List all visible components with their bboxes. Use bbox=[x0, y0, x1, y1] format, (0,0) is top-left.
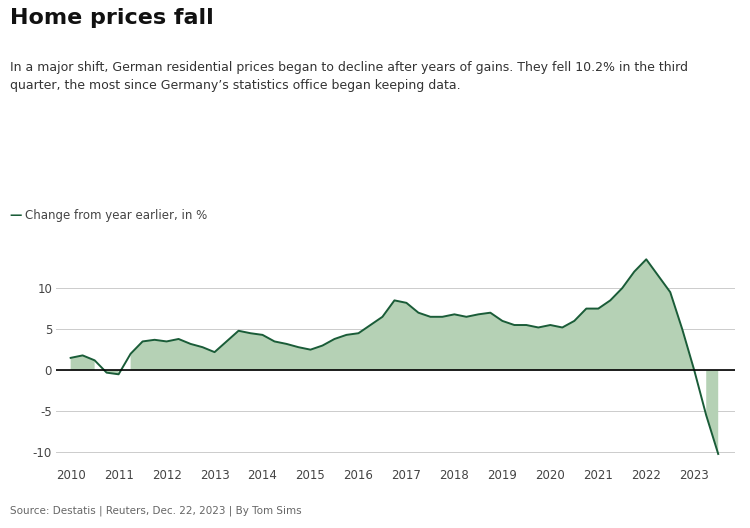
Text: Home prices fall: Home prices fall bbox=[10, 8, 214, 28]
Text: In a major shift, German residential prices began to decline after years of gain: In a major shift, German residential pri… bbox=[10, 61, 688, 92]
Text: Source: Destatis | Reuters, Dec. 22, 2023 | By Tom Sims: Source: Destatis | Reuters, Dec. 22, 202… bbox=[10, 506, 302, 516]
Text: —: — bbox=[10, 209, 22, 222]
Text: Change from year earlier, in %: Change from year earlier, in % bbox=[25, 209, 207, 222]
